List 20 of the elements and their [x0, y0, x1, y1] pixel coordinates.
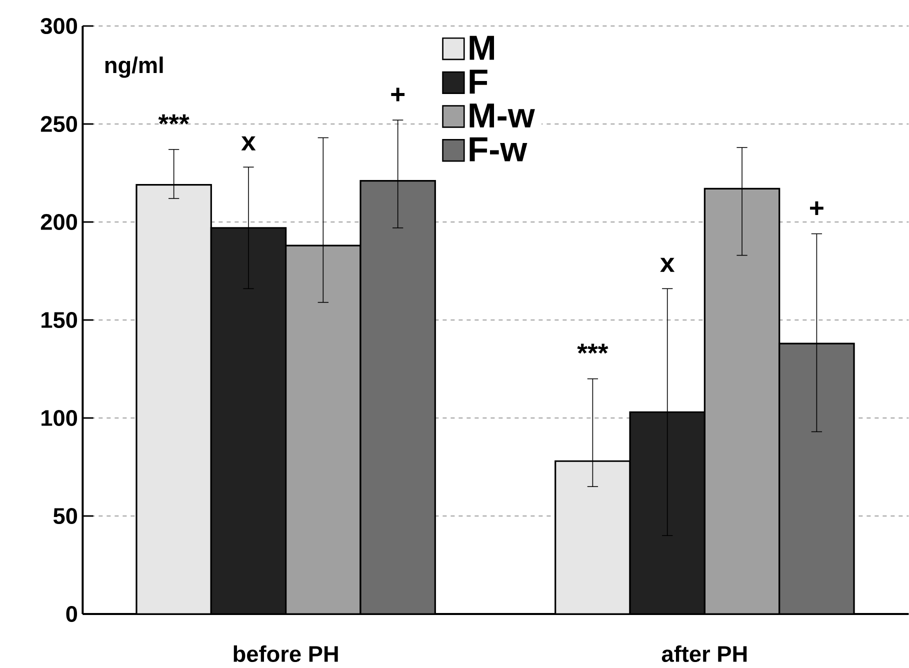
legend-label: F-w: [470, 137, 528, 162]
legend-label: M: [470, 36, 494, 60]
legend-label: F: [470, 70, 488, 94]
annotation: +: [810, 201, 824, 215]
legend-label: M-w: [470, 104, 535, 128]
y-tick-label: 50: [53, 508, 78, 524]
x-tick-label: before PH: [234, 645, 338, 662]
y-tick-label: 250: [40, 116, 78, 132]
y-tick-label: 100: [42, 410, 78, 426]
y-tick-label: 300: [40, 18, 78, 34]
x-tick-label: after PH: [662, 645, 747, 662]
annotation: x: [241, 136, 256, 150]
y-axis-title: ng/ml: [105, 56, 163, 78]
y-tick-label: 0: [66, 606, 78, 622]
annotation: ***: [577, 344, 608, 354]
y-tick-label: 200: [40, 214, 78, 230]
y-tick-label: 150: [42, 312, 78, 328]
annotation: ***: [158, 114, 190, 124]
annotation: +: [391, 88, 405, 102]
annotation: x: [660, 258, 675, 272]
